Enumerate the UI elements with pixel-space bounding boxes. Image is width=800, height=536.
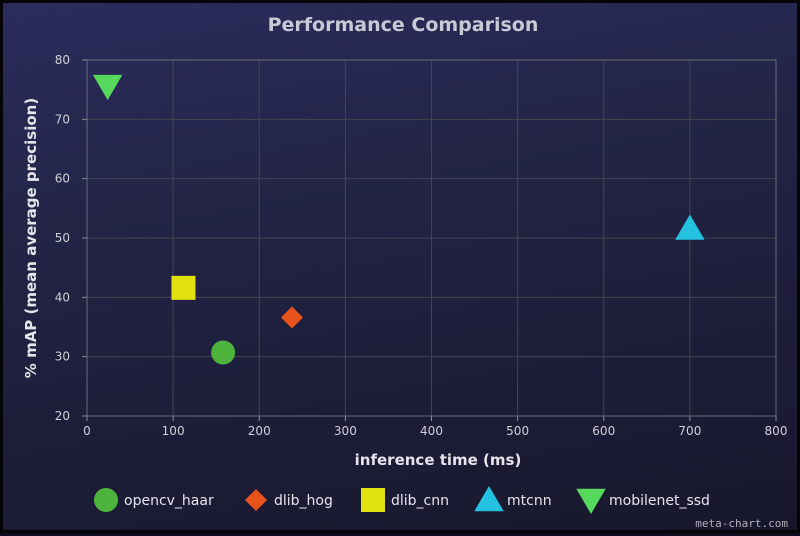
x-axis-label: inference time (ms) <box>355 451 522 469</box>
x-tick-label: 200 <box>248 424 271 438</box>
y-tick-label: 30 <box>55 350 70 364</box>
point-dlib-hog <box>280 306 303 329</box>
point-mobilenet-ssd <box>92 74 123 101</box>
y-tick-label: 50 <box>55 231 70 245</box>
credit-text: meta-chart.com <box>695 517 788 530</box>
x-tick-label: 300 <box>334 424 357 438</box>
grid <box>86 59 777 417</box>
legend-label-mobilenet-ssd: mobilenet_ssd <box>609 493 710 509</box>
x-tick-label: 100 <box>162 424 185 438</box>
legend-marker-dlib-hog <box>245 489 267 511</box>
x-tick-label: 500 <box>506 424 529 438</box>
point-opencv-haar <box>211 340 236 365</box>
axis-ticks: 0 100 200 300 400 500 600 700 800 20 30 40 50 60 70 80 <box>55 53 788 438</box>
x-tick-label: 400 <box>420 424 443 438</box>
point-mtcnn <box>675 214 705 240</box>
scatter-chart: Performance Comparison 0 100 200 300 400 500 6… <box>22 14 788 530</box>
y-tick-label: 20 <box>55 409 70 423</box>
x-tick-label: 700 <box>678 424 701 438</box>
chart-title: Performance Comparison <box>268 14 539 36</box>
legend: opencv_haar dlib_hog dlib_cnn mtcnn mobilene… <box>94 486 710 514</box>
y-tick-label: 80 <box>55 53 70 67</box>
y-tick-label: 70 <box>55 112 70 126</box>
legend-marker-mobilenet-ssd <box>576 488 606 514</box>
legend-label-dlib-cnn: dlib_cnn <box>391 493 449 509</box>
data-points <box>92 74 705 365</box>
legend-label-mtcnn: mtcnn <box>507 493 552 509</box>
y-tick-label: 40 <box>55 290 70 304</box>
x-tick-label: 800 <box>765 424 788 438</box>
legend-label-dlib-hog: dlib_hog <box>274 493 333 509</box>
y-tick-label: 60 <box>55 172 70 186</box>
x-tick-label: 600 <box>592 424 615 438</box>
x-tick-label: 0 <box>83 424 91 438</box>
legend-marker-mtcnn <box>474 486 504 512</box>
point-dlib-cnn <box>171 275 196 300</box>
legend-label-opencv-haar: opencv_haar <box>124 493 214 509</box>
y-axis-label: % mAP (mean average precision) <box>22 98 40 378</box>
legend-marker-dlib-cnn <box>361 488 385 512</box>
legend-marker-opencv-haar <box>94 488 118 512</box>
